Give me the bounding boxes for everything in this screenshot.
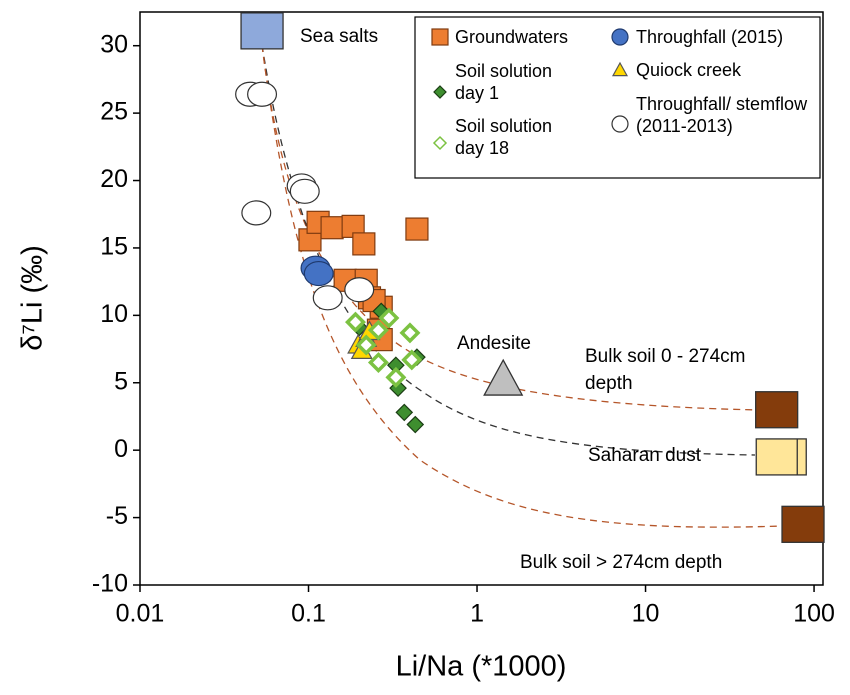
legend-marker (432, 135, 448, 151)
diamond-marker (345, 311, 366, 333)
circle-marker (247, 81, 278, 107)
diamond-marker (395, 403, 414, 422)
diamond-marker (385, 366, 407, 388)
diamond-marker (406, 415, 425, 434)
legend-marker (611, 61, 629, 77)
y-tick-label: 0 (114, 435, 128, 463)
x-tick-label: 100 (793, 600, 835, 628)
diamond-marker (367, 352, 389, 374)
x-tick-label: 0.1 (291, 600, 326, 628)
circle-marker (303, 260, 334, 287)
x-axis-label: Li/Na (*1000) (396, 651, 567, 683)
circle-marker (344, 277, 375, 303)
y-tick-label: 30 (100, 30, 128, 58)
annotation-label: Saharan dust (588, 445, 702, 466)
legend-marker (611, 115, 629, 133)
square-marker (320, 216, 344, 240)
annotation-label: Andesite (457, 333, 531, 354)
annotated-marker (483, 358, 524, 396)
mixing-curve (261, 44, 756, 456)
circle-marker (289, 178, 320, 204)
annotated-marker (781, 505, 825, 543)
annotation-label: Bulk soil 0 - 274cm depth (585, 346, 746, 394)
legend-label: Soil solution day 18 (455, 116, 553, 158)
diamond-marker (355, 334, 377, 356)
y-tick-label: 20 (100, 165, 128, 193)
legend-marker (431, 28, 449, 46)
circle-marker (241, 200, 272, 226)
mixing-curve (261, 44, 784, 528)
legend-label: Throughfall/ stemflow (2011-2013) (636, 94, 808, 136)
x-tick-label: 1 (470, 600, 484, 628)
legend-marker (611, 28, 629, 46)
diamond-marker (378, 307, 400, 329)
square-marker (352, 232, 376, 256)
diamond-marker (367, 319, 389, 341)
annotated-marker (755, 391, 799, 429)
legend-label: Soil solution day 1 (455, 61, 553, 103)
annotation-box: Bulk soil 0 - 274cm depth (585, 346, 746, 394)
x-tick-label: 10 (632, 600, 660, 628)
y-tick-label: 5 (114, 367, 128, 395)
legend-label: Groundwaters (455, 27, 569, 47)
y-tick-label: 25 (100, 98, 128, 126)
legend-marker (433, 85, 447, 99)
annotated-marker (755, 438, 807, 476)
y-tick-label: -10 (92, 570, 128, 598)
legend-label: Throughfall (2015) (636, 27, 784, 47)
legend-label: Quiock creek (636, 60, 742, 80)
x-tick-label: 0.01 (116, 600, 165, 628)
annotation-label: Sea salts (300, 26, 378, 47)
y-axis-label: δ⁷Li (‰) (17, 245, 49, 351)
plot-frame (139, 11, 824, 586)
y-tick-label: 15 (100, 233, 128, 261)
diamond-marker (401, 349, 423, 371)
annotated-marker (240, 12, 284, 50)
diamond-marker (399, 322, 421, 344)
square-marker (405, 217, 429, 241)
y-tick-label: -5 (106, 502, 128, 530)
annotation-label: Bulk soil > 274cm depth (520, 552, 722, 573)
y-tick-label: 10 (100, 300, 128, 328)
circle-marker (312, 285, 343, 311)
